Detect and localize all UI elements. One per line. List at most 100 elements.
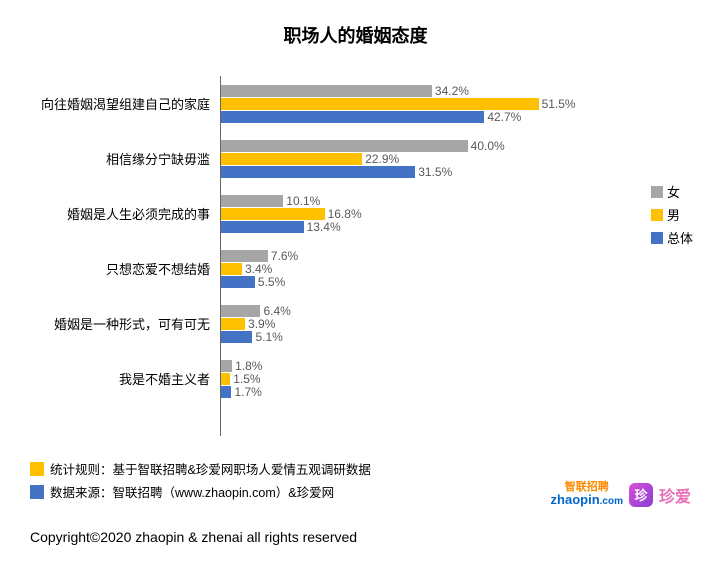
bar [221,373,230,385]
bar-row: 42.7% [221,110,576,123]
bar-row: 13.4% [221,220,362,233]
bar [221,98,539,110]
category-group: 婚姻是一种形式，可有可无 6.4%3.9%5.1% [20,296,610,351]
category-label: 相信缘分宁缺毋滥 [20,149,210,168]
bar-value: 22.9% [365,152,399,166]
bar-stack: 1.8%1.5%1.7% [221,359,262,398]
bar-value: 40.0% [471,139,505,153]
bar [221,331,252,343]
bar-row: 3.4% [221,262,298,275]
bar-value: 51.5% [542,97,576,111]
bar-row: 22.9% [221,152,505,165]
category-group: 我是不婚主义者 1.8%1.5%1.7% [20,351,610,406]
bar-row: 7.6% [221,249,298,262]
bar [221,140,468,152]
legend-item: 男 [651,205,693,224]
zhaopin-en-2: .com [600,497,623,507]
legend: 女男总体 [651,182,693,251]
bar-value: 31.5% [418,165,452,179]
bar-value: 1.7% [234,385,261,399]
bar-row: 3.9% [221,317,291,330]
legend-label: 总体 [667,228,693,247]
bar-value: 7.6% [271,249,298,263]
chart-area: 向往婚姻渴望组建自己的家庭 34.2% 51.5% 42.7% 相信缘分宁缺毋滥 40.0… [20,76,610,446]
bar-row: 34.2% [221,84,576,97]
bar-row: 1.7% [221,385,262,398]
bar-value: 34.2% [435,84,469,98]
source-swatch [30,485,44,499]
bar-stack: 10.1% 16.8%13.4% [221,194,362,233]
bar [221,85,432,97]
bar [221,386,231,398]
category-label: 婚姻是一种形式，可有可无 [20,314,210,333]
bar-row: 16.8% [221,207,362,220]
stat-rule-row: 统计规则： 基于智联招聘&珍爱网职场人爱情五观调研数据 [30,459,371,478]
bar-value: 6.4% [263,304,290,318]
bar-row: 5.1% [221,330,291,343]
category-label: 婚姻是人生必须完成的事 [20,204,210,223]
bar-stack: 6.4%3.9%5.1% [221,304,291,343]
chart-title: 职场人的婚姻态度 [0,0,711,48]
bar-row: 10.1% [221,194,362,207]
category-label: 只想恋爱不想结婚 [20,259,210,278]
bar-row: 5.5% [221,275,298,288]
bar [221,250,268,262]
rule-label: 统计规则： [50,459,113,478]
bar-value: 10.1% [286,194,320,208]
legend-label: 男 [667,205,680,224]
legend-label: 女 [667,182,680,201]
copyright: Copyright©2020 zhaopin & zhenai all righ… [30,529,357,545]
legend-swatch [651,186,663,198]
bar [221,208,325,220]
bar-value: 3.4% [245,262,272,276]
category-group: 相信缘分宁缺毋滥 40.0% 22.9% 31.5% [20,131,610,186]
bar-stack: 34.2% 51.5% 42.7% [221,84,576,123]
legend-item: 总体 [651,228,693,247]
bar-value: 5.5% [258,275,285,289]
bar [221,360,232,372]
bar [221,111,484,123]
bar [221,305,260,317]
source-text: 智联招聘（www.zhaopin.com）&珍爱网 [113,482,335,501]
category-group: 婚姻是人生必须完成的事 10.1% 16.8%13.4% [20,186,610,241]
zhaopin-logo: 智联招聘 zhaopin.com [551,482,623,507]
bar [221,263,242,275]
category-group: 向往婚姻渴望组建自己的家庭 34.2% 51.5% 42.7% [20,76,610,131]
bar-row: 51.5% [221,97,576,110]
bar-value: 5.1% [255,330,282,344]
rule-text: 基于智联招聘&珍爱网职场人爱情五观调研数据 [113,459,371,478]
category-label: 向往婚姻渴望组建自己的家庭 [20,94,210,113]
bar-row: 40.0% [221,139,505,152]
bar-row: 1.5% [221,372,262,385]
bar-value: 3.9% [248,317,275,331]
bar-stack: 40.0% 22.9% 31.5% [221,139,505,178]
logos: 智联招聘 zhaopin.com 珍 珍爱 [551,482,691,507]
rule-swatch [30,462,44,476]
source-label: 数据来源： [50,482,113,501]
zhenai-icon: 珍 [629,483,653,507]
legend-swatch [651,232,663,244]
zhenai-text: 珍爱 [659,483,691,507]
bar [221,166,415,178]
bar [221,153,362,165]
footnotes: 统计规则： 基于智联招聘&珍爱网职场人爱情五观调研数据 数据来源： 智联招聘（w… [30,459,371,505]
bar [221,276,255,288]
bar-value: 16.8% [328,207,362,221]
bar-value: 13.4% [307,220,341,234]
bar [221,318,245,330]
bar-value: 42.7% [487,110,521,124]
category-label: 我是不婚主义者 [20,369,210,388]
legend-swatch [651,209,663,221]
zhaopin-en-1: zhaopin [551,493,600,506]
bar-value: 1.5% [233,372,260,386]
bar-value: 1.8% [235,359,262,373]
bar-stack: 7.6%3.4%5.5% [221,249,298,288]
category-group: 只想恋爱不想结婚 7.6%3.4%5.5% [20,241,610,296]
bar-row: 6.4% [221,304,291,317]
bar-row: 31.5% [221,165,505,178]
bar-row: 1.8% [221,359,262,372]
bar [221,221,304,233]
legend-item: 女 [651,182,693,201]
bar [221,195,283,207]
data-source-row: 数据来源： 智联招聘（www.zhaopin.com）&珍爱网 [30,482,371,501]
